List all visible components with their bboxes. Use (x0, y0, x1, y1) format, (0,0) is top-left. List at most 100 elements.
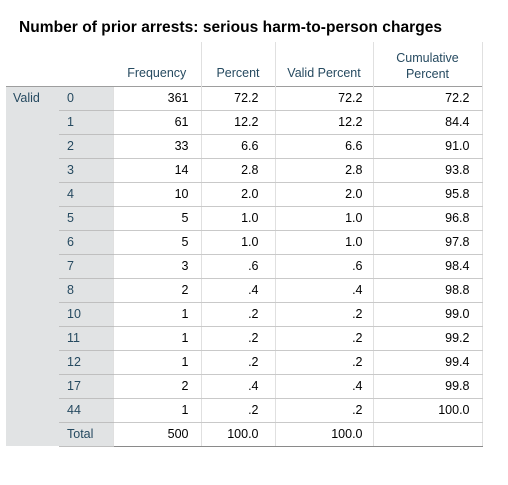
header-cumulative-percent: Cumulative Percent (372, 42, 483, 86)
valid-percent-cell: 1.0 (274, 230, 373, 255)
header-percent: Percent (200, 42, 275, 86)
row-value: 17 (59, 374, 113, 399)
header-frequency: Frequency (127, 65, 187, 80)
valid-percent-cell: .2 (274, 326, 373, 351)
percent-cell: 6.6 (200, 134, 275, 159)
percent-cell: 72.2 (200, 85, 275, 111)
header-blank-2 (59, 42, 113, 86)
row-value: 4 (59, 182, 113, 207)
percent-cell: .6 (200, 254, 275, 279)
cumulative-percent-cell: 99.8 (372, 374, 483, 399)
percent-cell: 2.8 (200, 158, 275, 183)
valid-percent-cell: .2 (274, 398, 373, 423)
table-row-total: Total 500 100.0 100.0 (6, 422, 483, 447)
percent-cell: 1.0 (200, 230, 275, 255)
valid-percent-cell: .4 (274, 374, 373, 399)
table-row: 2 33 6.6 6.6 91.0 (6, 134, 483, 159)
valid-percent-cell: 100.0 (274, 422, 373, 447)
table-row: 44 1.2.2 100.0 (6, 398, 483, 423)
row-value: 7 (59, 254, 113, 279)
frequency-cell: 61 (112, 110, 201, 135)
cumulative-percent-cell: 95.8 (372, 182, 483, 207)
frequency-cell: 14 (112, 158, 201, 183)
valid-percent-cell: 6.6 (274, 134, 373, 159)
table-row: 11 1.2.2 99.2 (6, 326, 483, 351)
percent-cell: .2 (200, 398, 275, 423)
frequency-cell: 2 (112, 374, 201, 399)
cumulative-percent-cell: 99.2 (372, 326, 483, 351)
percent-cell: 1.0 (200, 206, 275, 231)
valid-percent-cell: .2 (274, 302, 373, 327)
percent-cell: .2 (200, 326, 275, 351)
row-value: 10 (59, 302, 113, 327)
table-row: 17 2.4.4 99.8 (6, 374, 483, 399)
table-row: Valid 0 361 72.2 72.2 72.2 (6, 85, 483, 446)
frequency-cell: 33 (112, 134, 201, 159)
row-value: 11 (59, 326, 113, 351)
row-value: Total (59, 422, 113, 447)
percent-cell: 100.0 (200, 422, 275, 447)
frequency-cell: 1 (112, 350, 201, 375)
cumulative-percent-cell: 99.0 (372, 302, 483, 327)
header-valid-percent: Valid Percent (274, 42, 373, 86)
frequency-table: Frequency Percent Valid Percent Cumulati… (6, 42, 483, 447)
row-value: 44 (59, 398, 113, 423)
cumulative-percent-cell: 84.4 (372, 110, 483, 135)
header-cumulative-line1: Cumulative (396, 50, 459, 65)
frequency-cell: 5 (112, 206, 201, 231)
frequency-cell: 500 (112, 422, 201, 447)
table-row: 7 3.6.6 98.4 (6, 254, 483, 279)
row-value: 12 (59, 350, 113, 375)
frequency-cell: 1 (112, 398, 201, 423)
frequency-cell: 3 (112, 254, 201, 279)
frequency-cell: 10 (112, 182, 201, 207)
header-cumulative-line2: Percent (405, 66, 450, 81)
valid-percent-cell: 2.0 (274, 182, 373, 207)
row-value: 8 (59, 278, 113, 303)
cumulative-percent-cell (372, 422, 483, 447)
cumulative-percent-cell: 72.2 (372, 85, 483, 111)
row-value: 3 (59, 158, 113, 183)
valid-percent-cell: 2.8 (274, 158, 373, 183)
cumulative-percent-cell: 93.8 (372, 158, 483, 183)
frequency-cell: 1 (112, 326, 201, 351)
table-row: 6 5 1.0 1.0 97.8 (6, 230, 483, 255)
table-row: 5 5 1.0 1.0 96.8 (6, 206, 483, 231)
valid-percent-cell: 72.2 (274, 85, 373, 111)
group-label-valid: Valid (6, 85, 59, 446)
percent-cell: .4 (200, 278, 275, 303)
row-value: 1 (59, 110, 113, 135)
valid-percent-cell: 1.0 (274, 206, 373, 231)
frequency-cell: 1 (112, 302, 201, 327)
frequency-cell: 5 (112, 230, 201, 255)
percent-cell: 2.0 (200, 182, 275, 207)
table-row: 3 14 2.8 2.8 93.8 (6, 158, 483, 183)
row-value: 5 (59, 206, 113, 231)
table-row: 10 1.2.2 99.0 (6, 302, 483, 327)
cumulative-percent-cell: 91.0 (372, 134, 483, 159)
valid-percent-cell: 12.2 (274, 110, 373, 135)
table-row: 8 2.4.4 98.8 (6, 278, 483, 303)
valid-percent-cell: .6 (274, 254, 373, 279)
valid-percent-cell: .2 (274, 350, 373, 375)
header-row: Frequency Percent Valid Percent Cumulati… (6, 42, 483, 86)
cumulative-percent-cell: 99.4 (372, 350, 483, 375)
row-value: 0 (59, 85, 113, 111)
table-title: Number of prior arrests: serious harm-to… (19, 19, 443, 36)
row-value: 2 (59, 134, 113, 159)
row-value: 6 (59, 230, 113, 255)
percent-cell: .2 (200, 302, 275, 327)
table-row: 1 61 12.2 12.2 84.4 (6, 110, 483, 135)
percent-cell: .2 (200, 350, 275, 375)
frequency-cell: 361 (112, 85, 201, 111)
valid-percent-cell: .4 (274, 278, 373, 303)
cumulative-percent-cell: 97.8 (372, 230, 483, 255)
cumulative-percent-cell: 96.8 (372, 206, 483, 231)
percent-cell: 12.2 (200, 110, 275, 135)
header-blank-1 (6, 42, 59, 86)
cumulative-percent-cell: 98.8 (372, 278, 483, 303)
cumulative-percent-cell: 100.0 (372, 398, 483, 423)
percent-cell: .4 (200, 374, 275, 399)
cumulative-percent-cell: 98.4 (372, 254, 483, 279)
table-row: 4 10 2.0 2.0 95.8 (6, 182, 483, 207)
